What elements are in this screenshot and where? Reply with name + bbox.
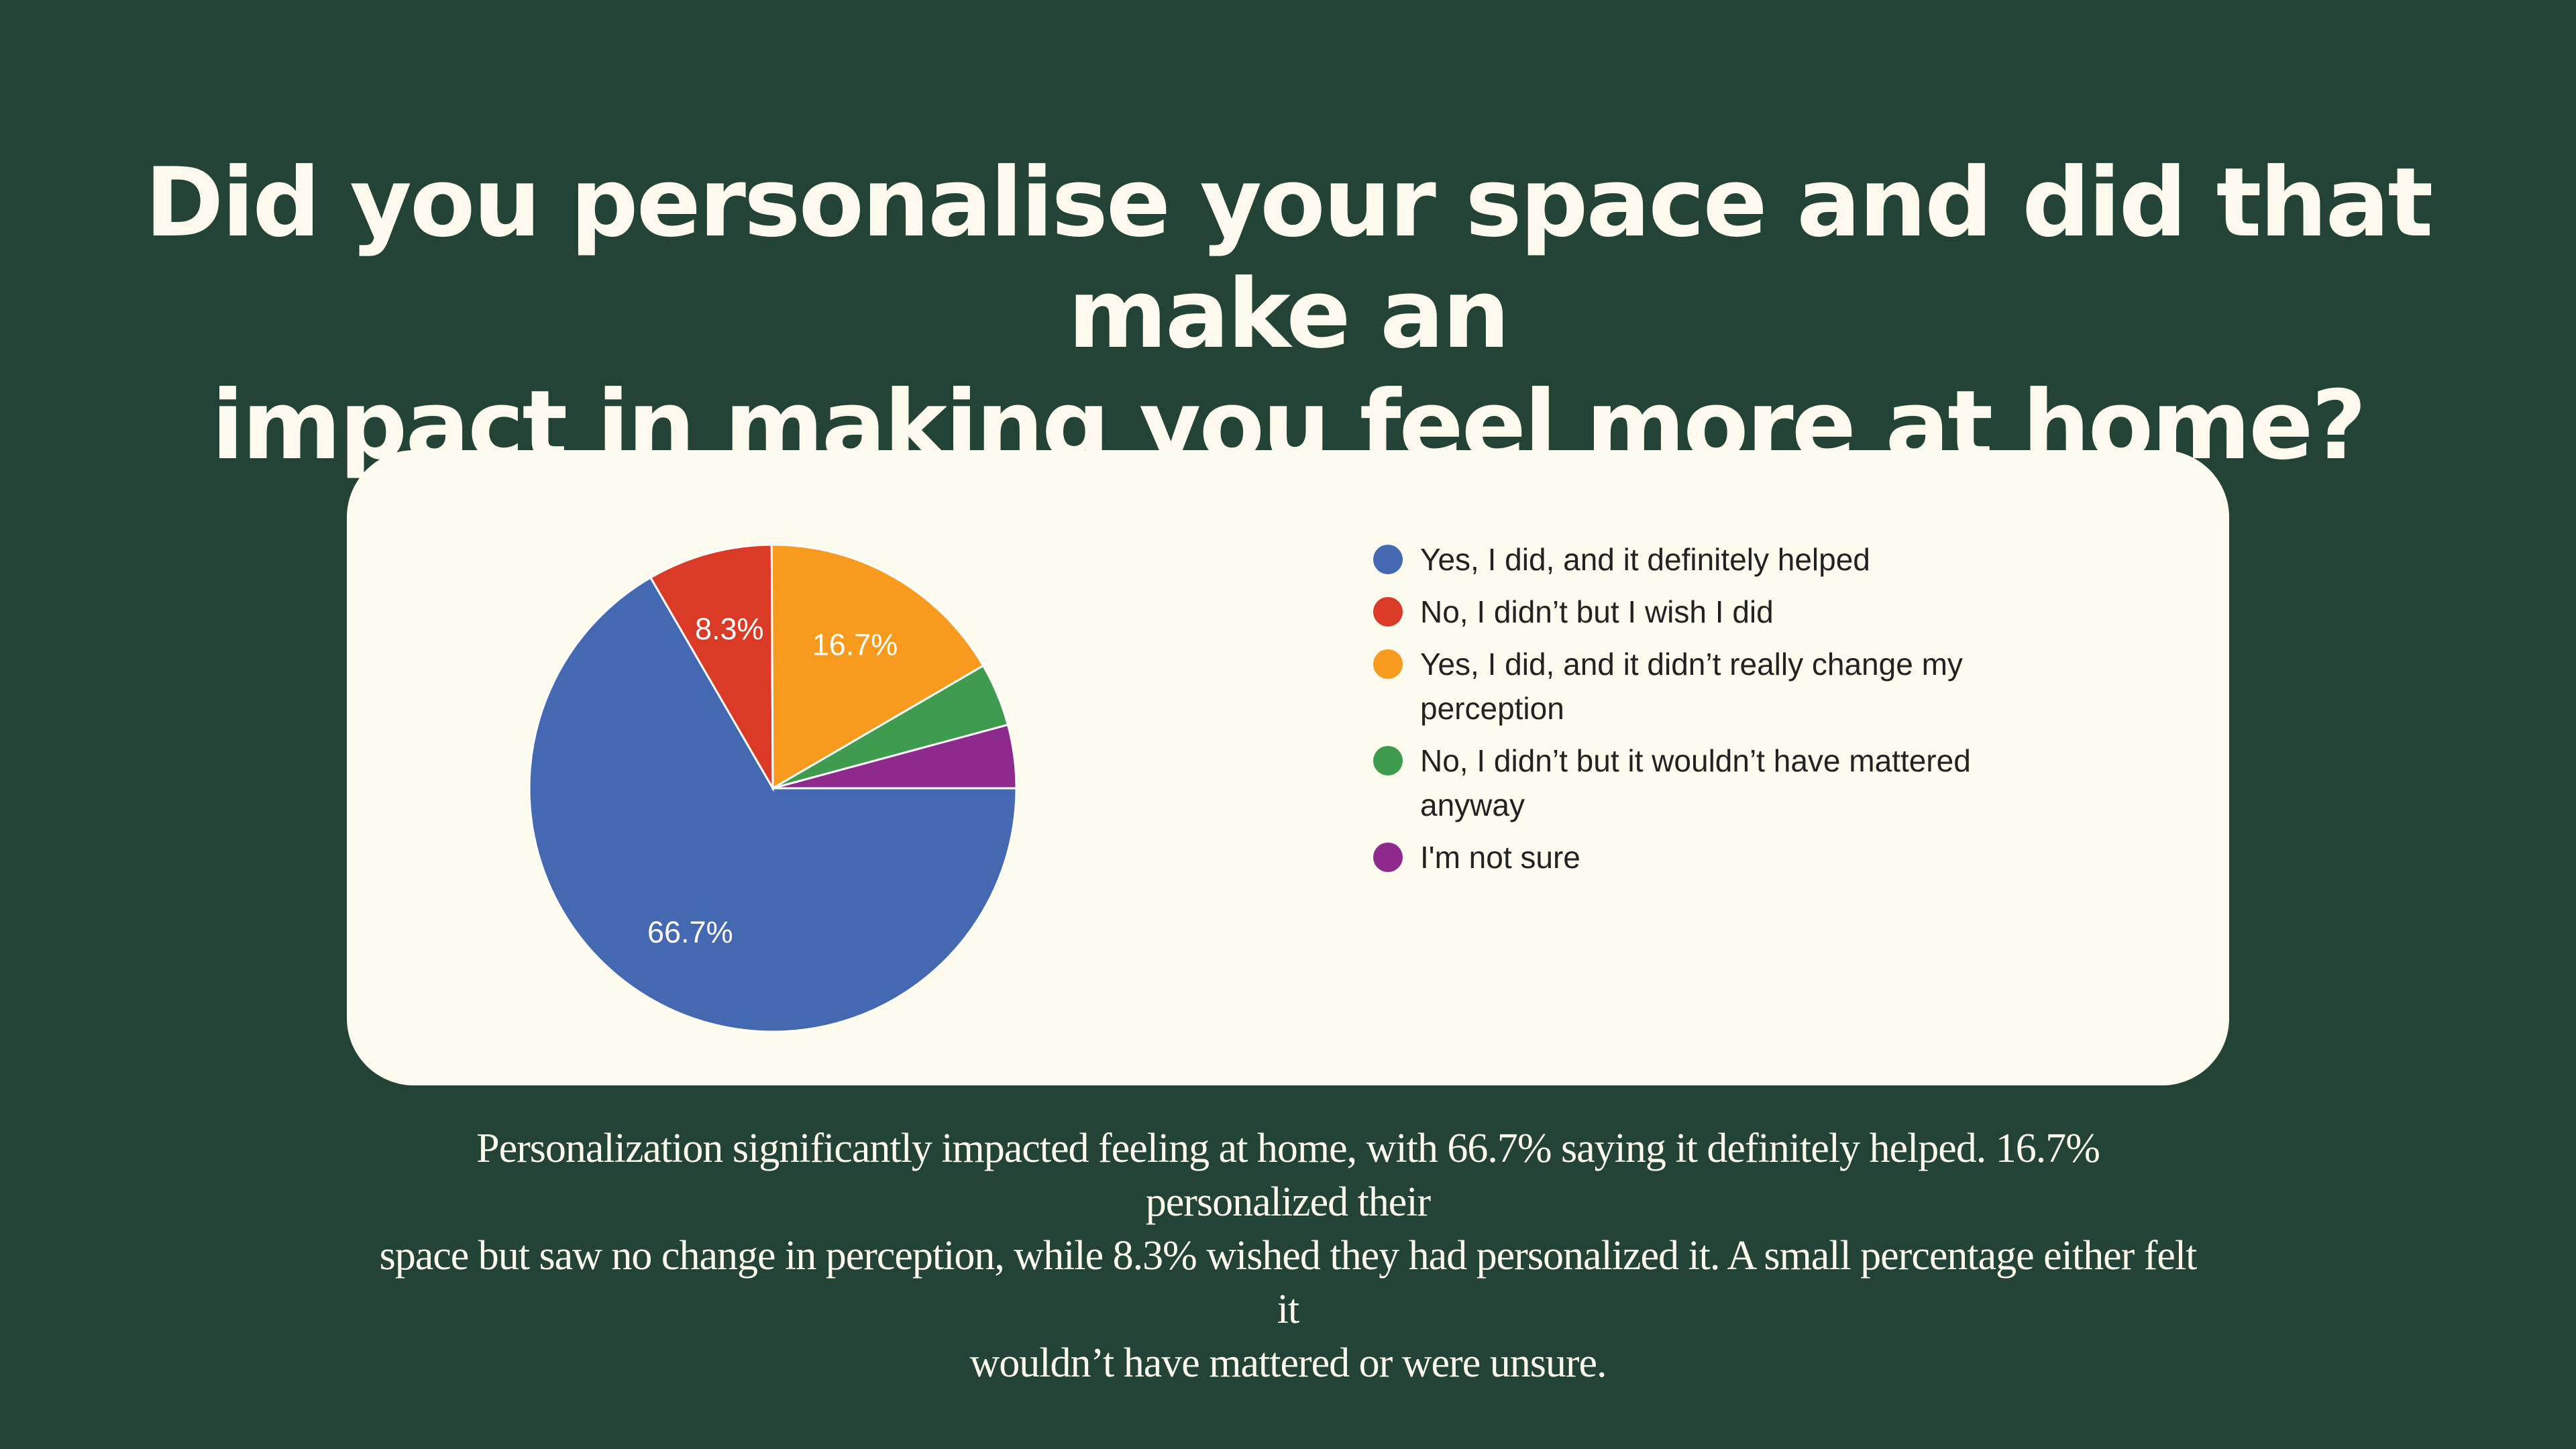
legend-item-5: I'm not sure bbox=[1373, 835, 2111, 879]
pie-slice-5 bbox=[772, 723, 1018, 790]
pie-slice-2 bbox=[649, 543, 774, 792]
pie-slice-3 bbox=[770, 543, 985, 790]
legend-item-1: Yes, I did, and it definitely helped bbox=[1373, 537, 2111, 582]
legend-swatch-icon bbox=[1373, 597, 1403, 627]
legend-swatch-icon bbox=[1373, 843, 1403, 872]
pie-data-label-2: 8.3% bbox=[695, 612, 764, 646]
pie-slice-1 bbox=[528, 576, 1018, 1033]
pie-data-label-1: 66.7% bbox=[647, 915, 733, 949]
legend-label-line: No, I didn’t but it wouldn’t have matter… bbox=[1420, 743, 1971, 778]
chart-caption: Personalization significantly impacted f… bbox=[376, 1122, 2200, 1390]
pie-chart: 66.7% 8.3% 16.7% bbox=[347, 450, 1152, 1085]
legend-swatch-icon bbox=[1373, 545, 1403, 574]
pie-svg: 66.7% 8.3% 16.7% bbox=[528, 543, 1018, 1033]
legend-swatch-icon bbox=[1373, 649, 1403, 679]
legend-item-4: No, I didn’t but it wouldn’t have matter… bbox=[1373, 739, 2111, 827]
title-line-1: Did you personalise your space and did t… bbox=[144, 148, 2434, 370]
caption-line-2: space but saw no change in perception, w… bbox=[379, 1233, 2198, 1332]
chart-card: 66.7% 8.3% 16.7% Yes, I did, and it defini… bbox=[347, 450, 2229, 1085]
legend-label-line: No, I didn’t but I wish I did bbox=[1420, 594, 1774, 629]
legend-label-line: anyway bbox=[1420, 788, 1525, 822]
legend-item-2: No, I didn’t but I wish I did bbox=[1373, 590, 2111, 634]
chart-legend: Yes, I did, and it definitely helped No, … bbox=[1373, 537, 2111, 888]
legend-label-line: I'm not sure bbox=[1420, 840, 1580, 875]
page-title: Did you personalise your space and did t… bbox=[0, 148, 2576, 482]
legend-item-3: Yes, I did, and it didn’t really change … bbox=[1373, 642, 2111, 731]
caption-line-1: Personalization significantly impacted f… bbox=[476, 1126, 2100, 1225]
legend-swatch-icon bbox=[1373, 746, 1403, 775]
pie-data-label-3: 16.7% bbox=[812, 628, 898, 662]
caption-line-3: wouldn’t have mattered or were unsure. bbox=[969, 1340, 1607, 1386]
legend-label-line: Yes, I did, and it didn’t really change … bbox=[1420, 647, 1963, 682]
legend-label-line: perception bbox=[1420, 691, 1564, 726]
legend-label-line: Yes, I did, and it definitely helped bbox=[1420, 542, 1870, 577]
